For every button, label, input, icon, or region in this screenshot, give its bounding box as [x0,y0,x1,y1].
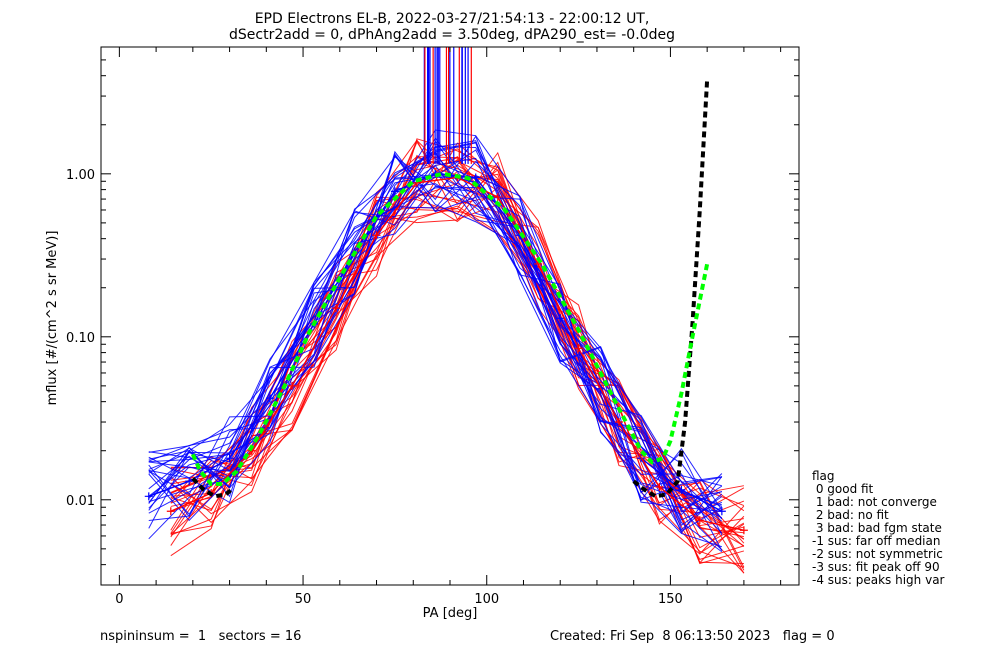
red-data-point [493,193,502,202]
blue-data-point [390,187,399,196]
blue-data-point [677,485,686,494]
blue-spectrum-trace [148,152,723,551]
red-data-point [614,418,623,427]
blue-data-point [185,477,194,486]
red-data-point [695,516,704,525]
data-layer [144,47,748,574]
chart-title: EPD Electrons EL-B, 2022-03-27/21:54:13 … [255,11,650,27]
x-tick-label: 0 [115,592,123,607]
y-tick-label: 1.00 [66,168,95,183]
red-data-point [574,344,583,353]
red-spectrum-trace [170,205,745,571]
red-spectrum-trace [170,199,745,531]
y-axis-label: mflux [#/(cm^2 s sr MeV)] [45,231,60,406]
red-data-point [166,507,175,516]
y-tick-label: 0.01 [66,494,95,509]
axis-layer: 0 50 100 150 0.01 0.10 1.00 [66,46,800,607]
blue-data-point [471,173,480,182]
blue-data-point [556,314,565,323]
red-spectrum-trace [170,148,745,565]
red-spectrum-trace [170,169,745,574]
plot-area [144,47,748,574]
x-tick-label: 100 [474,592,499,607]
x-tick-label: 50 [295,592,312,607]
legend-item: 0 good fit [812,482,874,496]
legend-item: -2 sus: not symmetric [812,547,943,561]
legend-item: -1 sus: far off median [812,534,940,548]
red-data-point [332,304,341,313]
red-data-point [372,231,381,240]
footer-right: Created: Fri Sep 8 06:13:50 2023 flag = … [550,629,835,644]
legend-item: -3 sus: fit peak off 90 [812,560,940,574]
blue-data-point [225,454,234,463]
red-spectrum-trace [170,156,745,557]
blue-spectrum-trace [148,160,723,520]
red-data-point [655,482,664,491]
blue-spectrum-trace [148,157,723,551]
flag-legend: flag 0 good fit 1 bad: not converge 2 ba… [812,469,945,587]
x-axis-label: PA [deg] [423,606,478,621]
footer-left: nspininsum = 1 sectors = 16 [100,629,301,644]
black-fit-curve [191,477,235,499]
legend-item: 2 bad: no fit [812,508,889,522]
blue-data-point [144,492,153,501]
red-data-point [288,381,297,390]
blue-data-point [717,507,726,516]
legend-item: 3 bad: bad fgm state [812,521,942,535]
black-fit-curve [632,79,710,499]
blue-spectrum-trace [148,183,723,534]
red-data-point [739,526,748,535]
red-spectrum-trace [170,186,745,555]
legend-title: flag [812,469,835,483]
blue-spectrum-trace [148,164,723,553]
legend-item: 1 bad: not converge [812,495,937,509]
legend-item: -4 sus: peaks high var [812,573,945,587]
blue-data-point [265,394,274,403]
green-fit-curve [191,171,710,486]
x-tick-label: 150 [658,592,683,607]
y-tick-label: 0.10 [66,331,95,346]
blue-spectrum-trace [148,150,722,506]
blue-spectrum-trace [148,186,723,536]
chart-subtitle: dSectr2add = 0, dPhAng2add = 3.50deg, dP… [229,27,675,43]
